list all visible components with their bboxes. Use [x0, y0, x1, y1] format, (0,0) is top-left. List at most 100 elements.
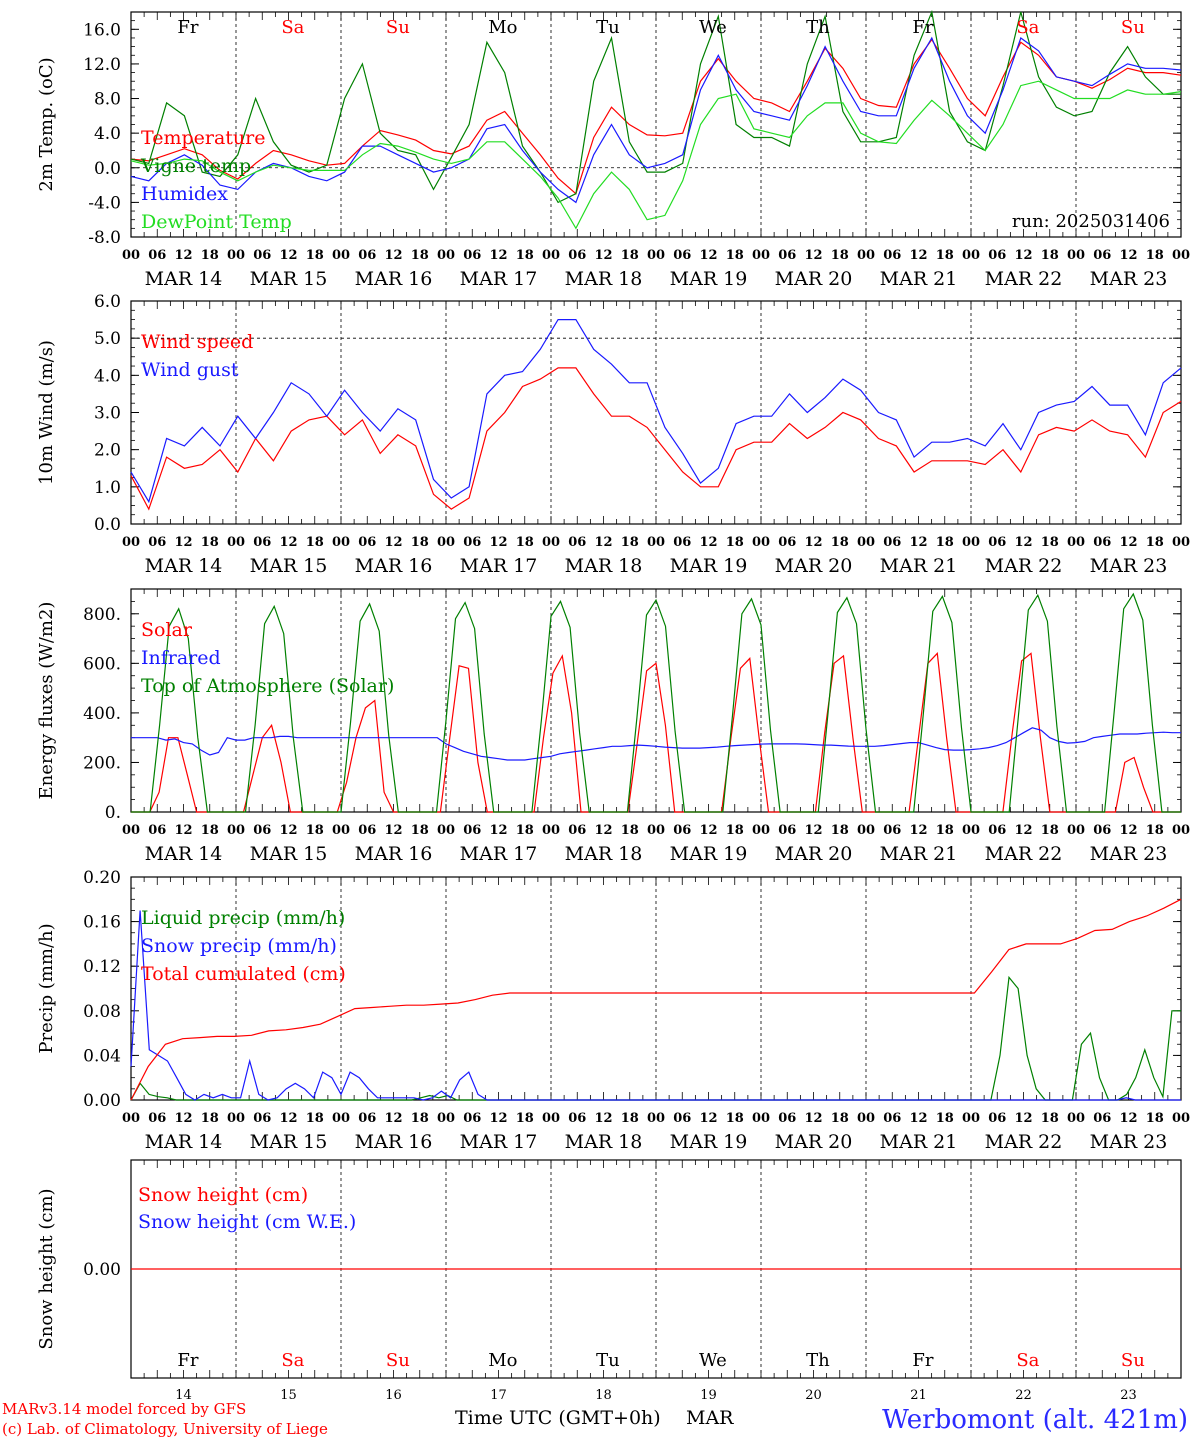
y-tick-label: 0.0 [94, 159, 121, 179]
hour-label: 12 [174, 535, 192, 550]
hour-label: 06 [988, 823, 1006, 838]
weekday-label: Sa [281, 17, 304, 38]
hour-label: 00 [962, 248, 980, 263]
legend-item: Solar [141, 619, 193, 641]
hour-label: 18 [411, 823, 429, 838]
chart-panel-5: 0.00 Snow height (cm) Snow height (cm) Snow… [36, 1159, 1182, 1403]
hour-label: 18 [411, 1111, 429, 1126]
hour-label: 12 [1119, 248, 1137, 263]
hour-label: 12 [1119, 535, 1137, 550]
hour-label: 06 [358, 1111, 376, 1126]
legend-item: Total cumulated (cm) [141, 963, 346, 985]
hour-label: 06 [778, 1111, 796, 1126]
hour-label: 12 [384, 823, 402, 838]
hour-label: 18 [201, 535, 219, 550]
hour-label: 12 [384, 1111, 402, 1126]
hour-label: 06 [1093, 248, 1111, 263]
hour-label: 06 [1093, 535, 1111, 550]
hour-label: 18 [306, 1111, 324, 1126]
x-axis-month: MAR [686, 1407, 734, 1429]
hour-label: 00 [962, 535, 980, 550]
hour-label: 18 [1146, 1111, 1164, 1126]
hour-label: 06 [358, 823, 376, 838]
y-axis-label: Energy fluxes (W/m2) [36, 602, 57, 800]
hour-label: 18 [936, 248, 954, 263]
hour-label: 18 [1146, 248, 1164, 263]
plot-frame [130, 11, 1182, 238]
date-label: MAR 16 [355, 1131, 433, 1153]
hour-label: 06 [253, 823, 271, 838]
legend-item: Infrared [141, 647, 221, 669]
hour-label: 00 [542, 1111, 560, 1126]
hour-label: 12 [594, 823, 612, 838]
hour-label: 18 [306, 823, 324, 838]
chart-panel-2: 0.0 1.0 2.0 3.0 4.0 5.0 6.0 10m Wind (m/s) Wind … [36, 292, 1190, 577]
day-number-label: 22 [1015, 1388, 1032, 1403]
hour-label: 12 [909, 823, 927, 838]
hour-label: 00 [647, 1111, 665, 1126]
y-tick-label: 1.0 [94, 478, 121, 498]
y-tick-label: 400. [83, 704, 121, 724]
date-label: MAR 14 [145, 555, 223, 577]
weekday-label: Sa [1016, 17, 1039, 38]
hour-label: 00 [962, 1111, 980, 1126]
y-tick-label: 5.0 [94, 329, 121, 349]
weekday-label: Su [386, 1350, 410, 1371]
hour-label: 18 [621, 1111, 639, 1126]
weekday-label: We [699, 1350, 727, 1371]
chart-panel-4: 0.00 0.04 0.08 0.12 0.16 0.20 Precip (mm/h) Liq… [36, 868, 1190, 1153]
weekday-label: Fr [912, 17, 933, 38]
hour-label: 18 [306, 535, 324, 550]
weekday-label: Fr [177, 1350, 198, 1371]
y-axis-label: 2m Temp. (oC) [36, 57, 57, 191]
hour-label: 18 [831, 535, 849, 550]
hour-label: 00 [227, 823, 245, 838]
hour-label: 18 [516, 248, 534, 263]
plot-frame [130, 588, 1182, 813]
hour-label: 06 [673, 1111, 691, 1126]
hour-label: 12 [174, 823, 192, 838]
hour-label: 00 [1172, 823, 1190, 838]
hour-label: 06 [253, 248, 271, 263]
legend-item: Wind gust [141, 359, 239, 381]
day-number-label: 18 [595, 1388, 612, 1403]
date-label: MAR 18 [565, 268, 643, 290]
hour-label: 12 [804, 535, 822, 550]
plot-frame [130, 300, 1182, 525]
weekday-label: Su [386, 17, 410, 38]
hour-label: 00 [437, 1111, 455, 1126]
date-label: MAR 16 [355, 555, 433, 577]
hour-label: 12 [804, 823, 822, 838]
hour-label: 18 [1146, 535, 1164, 550]
hour-label: 18 [306, 248, 324, 263]
legend-item: Liquid precip (mm/h) [141, 907, 345, 929]
y-tick-label: 0.16 [83, 913, 121, 933]
weekday-label: We [699, 17, 727, 38]
lab-credit: (c) Lab. of Climatology, University of L… [2, 1420, 328, 1438]
series-line-top-of-atmosphere-solar- [131, 592, 1181, 813]
y-tick-label: 0.12 [83, 957, 121, 977]
series-line-vigne-temp [130, 9, 1181, 204]
date-label: MAR 18 [565, 843, 643, 865]
hour-label: 18 [831, 1111, 849, 1126]
series-line-snow-precip-mm-h- [130, 910, 1181, 1101]
hour-label: 18 [1041, 248, 1059, 263]
hour-label: 12 [489, 248, 507, 263]
date-label: MAR 21 [880, 1131, 958, 1153]
date-label: MAR 22 [985, 1131, 1063, 1153]
hour-label: 18 [831, 823, 849, 838]
legend-item: DewPoint Temp [141, 211, 292, 233]
hour-label: 00 [857, 535, 875, 550]
weekday-label: Sa [1016, 1350, 1039, 1371]
hour-label: 12 [279, 535, 297, 550]
weekday-label: Tu [596, 17, 620, 38]
weekday-label: Fr [177, 17, 198, 38]
hour-label: 00 [752, 823, 770, 838]
date-label: MAR 20 [775, 555, 853, 577]
hour-label: 18 [1041, 1111, 1059, 1126]
hour-label: 06 [778, 823, 796, 838]
hour-label: 00 [332, 248, 350, 263]
legend-item: Wind speed [141, 331, 253, 353]
hour-label: 12 [279, 248, 297, 263]
